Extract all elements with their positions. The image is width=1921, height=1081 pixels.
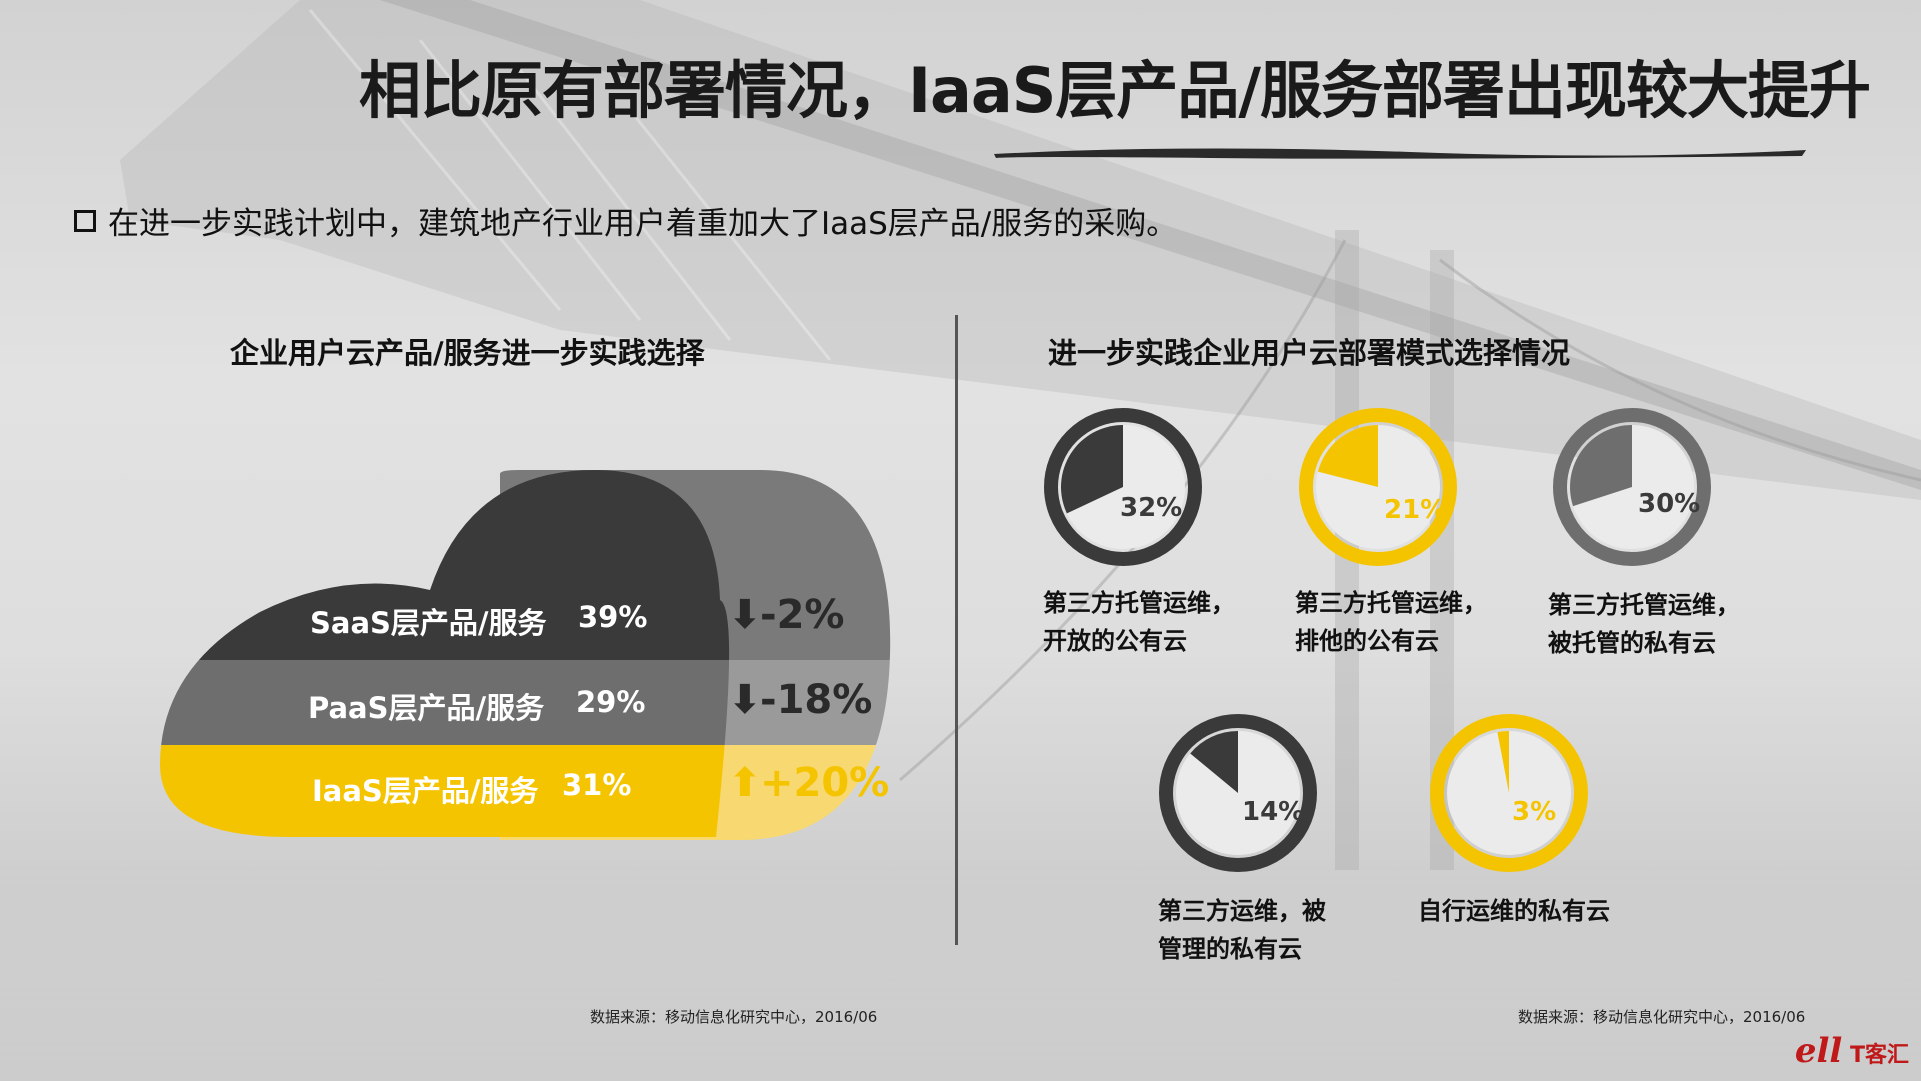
cloud-bar-chart [160,470,891,840]
donut-3: 30% [1553,408,1711,566]
donut-ring [1430,714,1588,872]
donut-value-label: 14% [1242,797,1304,827]
donut-category-label-line: 第三方运维，被 [1158,897,1326,925]
donut-ring [1299,408,1457,566]
arrow-up-icon: ⬆ [728,760,762,806]
donut-category-label: 第三方托管运维， 被托管的私有云 [1548,586,1740,662]
donut-ring [1553,408,1711,566]
brand-logo: ell T客汇 [1794,1031,1909,1071]
bar-label-iaas: IaaS层产品/服务 [312,774,539,808]
subtitle-text: 在进一步实践计划中，建筑地产行业用户着重加大了IaaS层产品/服务的采购。 [108,206,1178,242]
donut-category-label-line: 被托管的私有云 [1548,629,1716,657]
bar-value-iaas: 31% [562,768,632,802]
title-brush-underline [994,148,1806,159]
pie-slice [1497,731,1509,793]
donut-category-label-line: 管理的私有云 [1158,935,1302,963]
donut-category-label-line: 自行运维的私有云 [1418,897,1610,925]
bar-value-saas: 39% [578,600,648,634]
page-title: 相比原有部署情况，IaaS层产品/服务部署出现较大提升 [358,54,1871,127]
bar-change-iaas: +20% [760,760,890,806]
pie-slice [1061,425,1123,514]
logo-text: T客汇 [1849,1043,1909,1068]
arrow-down-icon: ⬇ [728,592,762,638]
donut-category-label-line: 第三方托管运维， [1548,591,1740,619]
arrow-down-icon: ⬇ [728,677,762,723]
donut-value-label: 30% [1638,489,1700,519]
right-panel-title: 进一步实践企业用户云部署模式选择情况 [1048,336,1571,370]
donut-ring [1044,408,1202,566]
subtitle: 在进一步实践计划中，建筑地产行业用户着重加大了IaaS层产品/服务的采购。 [74,198,1177,243]
donut-ring [1159,714,1317,872]
pie-slice [1570,425,1632,507]
donut-category-label: 第三方托管运维， 排他的公有云 [1295,584,1487,660]
donut-2: 21% [1299,408,1457,566]
right-source-note: 数据来源：移动信息化研究中心，2016/06 [1518,1008,1806,1026]
left-source-note: 数据来源：移动信息化研究中心，2016/06 [590,1008,878,1026]
donut-value-label: 3% [1512,797,1556,827]
pie-slice [1317,425,1378,487]
bar-label-paas: PaaS层产品/服务 [308,691,545,725]
bar-value-paas: 29% [576,685,646,719]
donut-category-label-line: 第三方托管运维， [1295,589,1487,617]
donut-value-label: 21% [1384,495,1446,525]
donut-category-label: 第三方运维，被 管理的私有云 [1158,892,1326,968]
donut-category-label: 自行运维的私有云 [1418,892,1610,930]
left-panel-title: 企业用户云产品/服务进一步实践选择 [230,336,705,370]
donut-category-label-line: 开放的公有云 [1043,627,1187,655]
bullet-square-icon [74,210,96,232]
pie-slice [1190,731,1238,793]
bar-change-paas: -18% [760,677,873,723]
bar-change-saas: -2% [760,592,845,638]
donut-1: 32% [1044,408,1202,566]
donut-4: 14% [1159,714,1317,872]
panel-divider [955,315,958,945]
donut-value-label: 32% [1120,493,1182,523]
donut-5: 3% [1430,714,1588,872]
donut-category-label: 第三方托管运维， 开放的公有云 [1043,584,1235,660]
donut-category-label-line: 排他的公有云 [1295,627,1439,655]
donut-category-label-line: 第三方托管运维， [1043,589,1235,617]
bar-label-saas: SaaS层产品/服务 [310,606,547,640]
